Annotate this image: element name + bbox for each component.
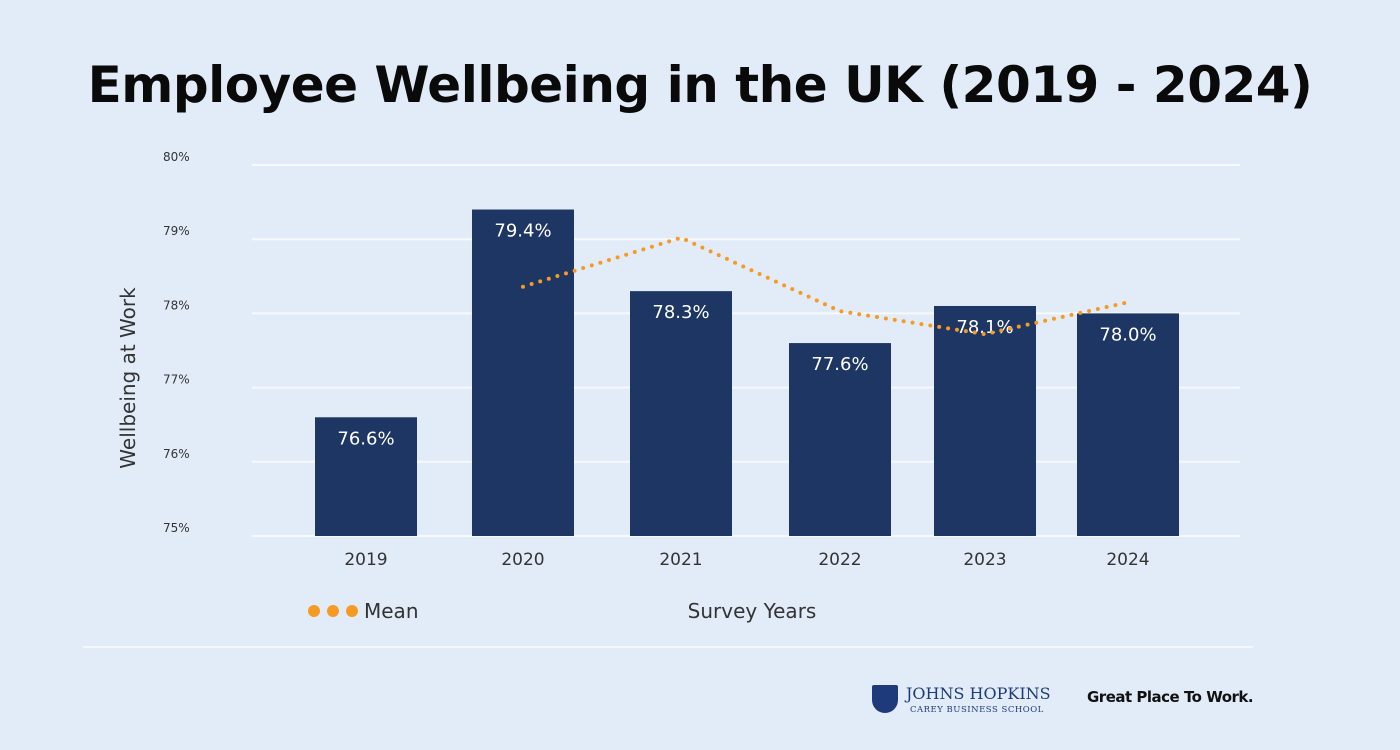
gptw-logo: Great Place To Work. (1087, 688, 1254, 706)
bar (472, 209, 574, 536)
x-tick-label: 2023 (963, 550, 1006, 570)
legend-dot (346, 605, 358, 617)
legend: Mean (308, 599, 419, 623)
data-label: 76.6% (337, 428, 394, 449)
jhu-sub: CAREY BUSINESS SCHOOL (910, 705, 1044, 715)
shield-icon (872, 685, 898, 713)
x-tick-label: 2021 (659, 550, 702, 570)
y-tick-label: 79% (163, 224, 190, 238)
mean-line (521, 235, 1130, 337)
y-axis-label: Wellbeing at Work (116, 287, 140, 469)
data-label: 79.4% (494, 221, 551, 242)
jhu-name: JOHNS HOPKINS (906, 684, 1051, 703)
data-label: 78.3% (652, 302, 709, 323)
legend-dot (308, 605, 320, 617)
chart-title: Employee Wellbeing in the UK (2019 - 202… (87, 56, 1313, 114)
y-tick-label: 76% (163, 447, 190, 461)
x-tick-label: 2019 (344, 550, 387, 570)
legend-label: Mean (364, 599, 419, 623)
bar (934, 305, 1036, 536)
data-label: 77.6% (811, 354, 868, 375)
y-tick-label: 78% (163, 298, 190, 312)
data-label: 78.1% (956, 317, 1013, 338)
y-tick-label: 75% (163, 521, 190, 535)
x-axis-label: Survey Years (688, 599, 817, 623)
bar (630, 291, 732, 536)
y-tick-label: 80% (163, 150, 190, 164)
legend-dot (327, 605, 339, 617)
x-tick-label: 2022 (818, 550, 861, 570)
x-tick-label: 2020 (501, 550, 544, 570)
bar (1077, 313, 1179, 536)
y-tick-label: 77% (163, 373, 190, 387)
x-tick-label: 2024 (1106, 550, 1149, 570)
bar (789, 343, 891, 536)
data-label: 78.0% (1099, 324, 1156, 345)
bar (315, 417, 417, 536)
